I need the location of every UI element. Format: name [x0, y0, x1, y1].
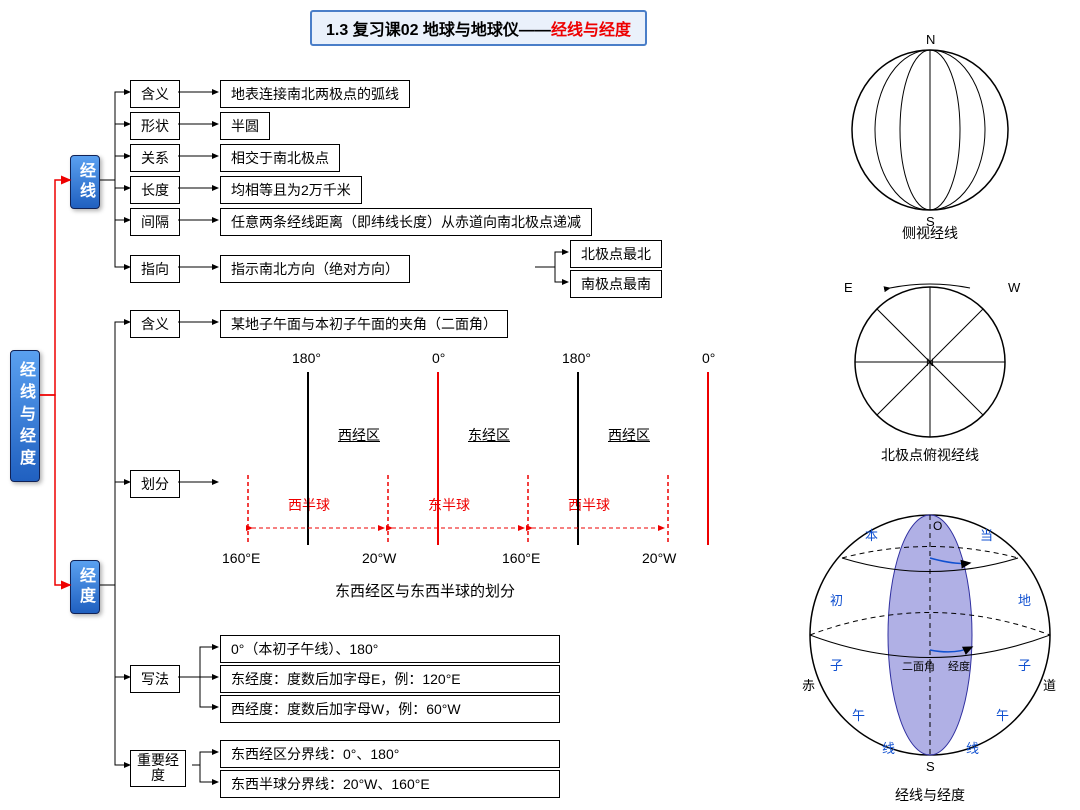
svg-text:二面角: 二面角 — [902, 660, 935, 673]
svg-text:子: 子 — [830, 658, 843, 673]
chart-bot-2: 160°E — [502, 550, 540, 566]
jd-xiefa-k: 写法 — [130, 665, 180, 693]
jx-jiange-k: 间隔 — [130, 208, 180, 236]
jx-guanxi-k: 关系 — [130, 144, 180, 172]
jx-hanyi-v: 地表连接南北两极点的弧线 — [220, 80, 410, 108]
fig1-globe: N S — [852, 32, 1008, 229]
svg-text:E: E — [844, 280, 853, 295]
fig3-3d: 本 当 初 地 子 子 午 午 线 线 赤 道 二面角经度 O S — [802, 515, 1056, 774]
chart-top-2: 180° — [562, 350, 591, 366]
title-suffix: 经线与经度 — [551, 22, 631, 39]
jd-zy-v1: 东西经区分界线：0°、180° — [220, 740, 560, 768]
chart-top-1: 0° — [432, 350, 445, 366]
chart-caption: 东西经区与东西半球的划分 — [335, 580, 515, 601]
node-jingdu: 经度 — [70, 560, 100, 614]
svg-text:N: N — [926, 357, 934, 369]
jx-changdu-v: 均相等且为2万千米 — [220, 176, 362, 204]
jx-xing-k: 形状 — [130, 112, 180, 140]
svg-text:初: 初 — [830, 593, 843, 608]
hemi-1: 东半球 — [428, 495, 470, 515]
svg-text:N: N — [926, 32, 935, 47]
fig2-topview: N E W — [844, 280, 1021, 437]
node-jingxian: 经线 — [70, 155, 100, 209]
chart-bot-0: 160°E — [222, 550, 260, 566]
jd-hanyi-k: 含义 — [130, 310, 180, 338]
jx-zhi-v: 指示南北方向（绝对方向） — [220, 255, 410, 283]
svg-text:W: W — [1008, 280, 1021, 295]
svg-text:午: 午 — [996, 708, 1009, 723]
jd-huafen-k: 划分 — [130, 470, 180, 498]
chart-bot-1: 20°W — [362, 550, 396, 566]
svg-text:O: O — [933, 519, 942, 533]
jd-zy-v2: 东西半球分界线：20°W、160°E — [220, 770, 560, 798]
zone-0: 西经区 — [338, 425, 380, 445]
page-title: 1.3 复习课02 地球与地球仪——经线与经度 — [310, 10, 647, 46]
jx-zhi-k: 指向 — [130, 255, 180, 283]
jx-changdu-k: 长度 — [130, 176, 180, 204]
svg-text:线: 线 — [882, 741, 895, 756]
svg-text:S: S — [926, 759, 935, 774]
jd-xiefa-v2: 东经度：度数后加字母E，例：120°E — [220, 665, 560, 693]
svg-text:道: 道 — [1043, 678, 1056, 693]
jx-zhi-n: 北极点最北 — [570, 240, 662, 268]
chart-top-0: 180° — [292, 350, 321, 366]
svg-text:本: 本 — [865, 528, 878, 543]
zone-1: 东经区 — [468, 425, 510, 445]
jx-xing-v: 半圆 — [220, 112, 270, 140]
chart-bot-3: 20°W — [642, 550, 676, 566]
svg-text:地: 地 — [1018, 593, 1031, 608]
fig2-caption: 北极点俯视经线 — [830, 445, 1030, 465]
svg-text:赤: 赤 — [802, 678, 815, 693]
title-prefix: 1.3 复习课02 地球与地球仪—— — [326, 22, 551, 39]
root-node: 经线与经度 — [10, 350, 40, 482]
hemi-0: 西半球 — [288, 495, 330, 515]
jd-hanyi-v: 某地子午面与本初子午面的夹角（二面角） — [220, 310, 508, 338]
svg-text:午: 午 — [852, 708, 865, 723]
jx-guanxi-v: 相交于南北极点 — [220, 144, 340, 172]
jx-hanyi-k: 含义 — [130, 80, 180, 108]
svg-text:子: 子 — [1018, 658, 1031, 673]
chart-top-3: 0° — [702, 350, 715, 366]
jd-xiefa-v3: 西经度：度数后加字母W，例：60°W — [220, 695, 560, 723]
svg-text:当: 当 — [980, 528, 993, 543]
hemi-2: 西半球 — [568, 495, 610, 515]
zone-2: 西经区 — [608, 425, 650, 445]
svg-text:经度: 经度 — [948, 659, 970, 673]
svg-text:线: 线 — [966, 741, 979, 756]
jd-zy-k: 重要经度 — [130, 750, 186, 787]
jd-xiefa-v1: 0°（本初子午线）、180° — [220, 635, 560, 663]
jx-jiange-v: 任意两条经线距离（即纬线长度）从赤道向南北极点递减 — [220, 208, 592, 236]
fig1-caption: 侧视经线 — [830, 223, 1030, 243]
fig3-caption: 经线与经度 — [830, 785, 1030, 805]
jx-zhi-s: 南极点最南 — [570, 270, 662, 298]
